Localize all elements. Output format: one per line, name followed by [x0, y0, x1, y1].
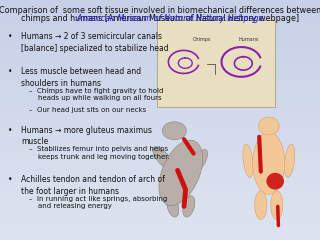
Text: –  Our head just sits on our necks: – Our head just sits on our necks	[29, 107, 146, 113]
Ellipse shape	[271, 191, 283, 220]
Text: Comparison of  some soft tissue involved in biomechanical differences between: Comparison of some soft tissue involved …	[0, 6, 320, 15]
Ellipse shape	[255, 191, 267, 220]
Ellipse shape	[167, 196, 179, 217]
Ellipse shape	[159, 140, 203, 205]
Ellipse shape	[284, 144, 295, 178]
Text: •: •	[8, 32, 12, 41]
Text: Humans: Humans	[238, 37, 259, 42]
Text: American Museum of Natural History webpage: American Museum of Natural History webpa…	[57, 14, 263, 23]
Text: chimps and humans [American Museum of Natural History webpage]: chimps and humans [American Museum of Na…	[21, 14, 299, 23]
Ellipse shape	[153, 147, 174, 170]
Ellipse shape	[192, 150, 208, 172]
Ellipse shape	[253, 132, 285, 194]
Text: –  Stabilizes femur into pelvis and helps
    keeps trunk and leg moving togethe: – Stabilizes femur into pelvis and helps…	[29, 146, 170, 160]
Ellipse shape	[259, 117, 279, 135]
Text: •: •	[8, 175, 12, 184]
Ellipse shape	[162, 122, 186, 140]
Text: –  In running act like springs, absorbing
    and releasing energy: – In running act like springs, absorbing…	[29, 196, 167, 209]
Text: Chimps: Chimps	[193, 37, 212, 42]
Text: •: •	[8, 67, 12, 76]
Text: –  Chimps have to fight gravity to hold
    heads up while walking on all fours: – Chimps have to fight gravity to hold h…	[29, 88, 163, 101]
Text: •: •	[8, 126, 12, 135]
Ellipse shape	[266, 173, 284, 190]
Text: Humans → 2 of 3 semicircular canals
[balance] specialized to stabilize head: Humans → 2 of 3 semicircular canals [bal…	[21, 32, 168, 53]
Ellipse shape	[243, 144, 253, 178]
Text: Less muscle between head and
shoulders in humans: Less muscle between head and shoulders i…	[21, 67, 141, 88]
Ellipse shape	[183, 196, 195, 217]
Text: Humans → more gluteus maximus
muscle: Humans → more gluteus maximus muscle	[21, 126, 152, 146]
Text: Achilles tendon and tendon of arch of
the foot larger in humans: Achilles tendon and tendon of arch of th…	[21, 175, 165, 196]
FancyBboxPatch shape	[157, 20, 275, 107]
